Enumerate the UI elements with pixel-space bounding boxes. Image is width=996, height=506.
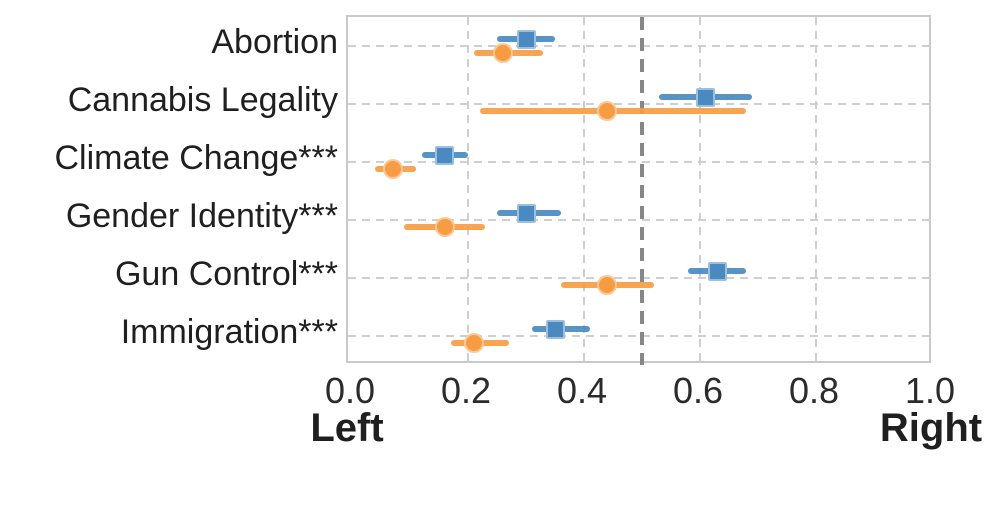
- axis-end-label-left: Left: [310, 406, 384, 450]
- y-tick-label-immigration: Immigration***: [120, 312, 338, 351]
- y-tick-label-gun-control: Gun Control***: [114, 254, 338, 293]
- marker-square: [516, 29, 536, 49]
- marker-circle: [434, 217, 455, 237]
- marker-circle: [382, 159, 403, 179]
- marker-circle: [597, 101, 618, 121]
- plot-area: [346, 15, 933, 365]
- y-tick-label-climate: Climate Change***: [54, 138, 339, 177]
- vertical-gridline: [467, 17, 469, 365]
- y-tick-label-abortion: Abortion: [211, 22, 338, 61]
- x-tick-label-0.4: 0.4: [556, 370, 608, 411]
- vertical-gridline: [815, 17, 817, 365]
- marker-circle: [597, 275, 618, 295]
- marker-circle: [492, 43, 513, 63]
- reference-line-0.5: [640, 17, 644, 365]
- marker-square: [696, 87, 716, 107]
- x-tick-label-0.0: 0.0: [324, 370, 376, 411]
- y-tick-label-cannabis: Cannabis Legality: [67, 80, 338, 119]
- x-tick-label-0.6: 0.6: [672, 370, 724, 411]
- vertical-gridline: [583, 17, 585, 365]
- marker-square: [435, 145, 455, 165]
- x-tick-label-1.0: 1.0: [904, 370, 956, 411]
- x-tick-label-0.8: 0.8: [788, 370, 840, 411]
- axis-end-label-right: Right: [879, 406, 983, 450]
- y-tick-label-gender-identity: Gender Identity***: [65, 196, 338, 235]
- vertical-gridline: [699, 17, 701, 365]
- marker-square: [516, 203, 536, 223]
- x-tick-label-0.2: 0.2: [440, 370, 492, 411]
- marker-circle: [463, 333, 484, 353]
- marker-square: [545, 319, 565, 339]
- marker-square: [707, 261, 727, 281]
